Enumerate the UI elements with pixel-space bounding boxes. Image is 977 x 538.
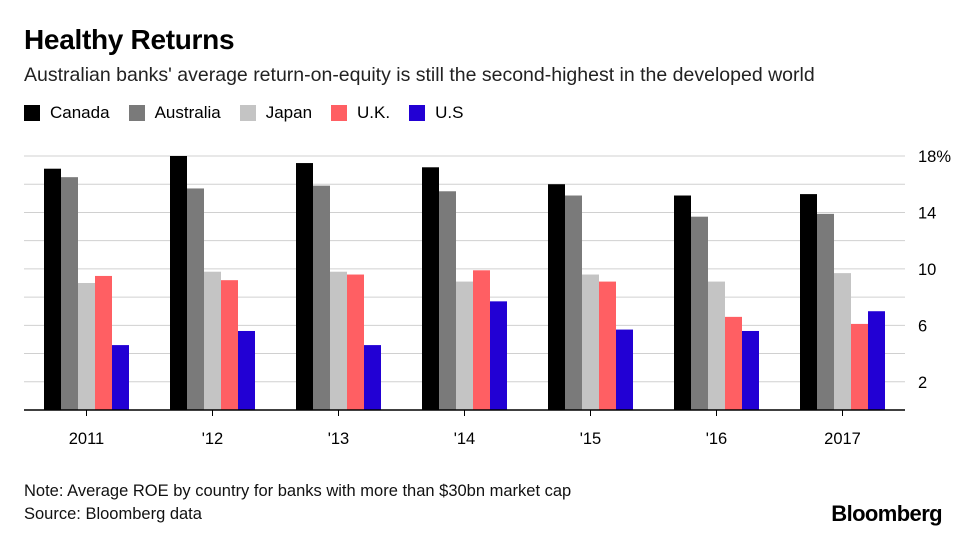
legend-item-2: Japan (239, 103, 313, 123)
bar-2-0 (296, 163, 313, 410)
legend-label-4: U.S (435, 103, 464, 122)
chart-note-block: Note: Average ROE by country for banks w… (24, 480, 571, 526)
bar-0-0 (44, 168, 61, 410)
legend-item-1: Australia (128, 103, 221, 123)
bar-1-4 (238, 330, 255, 410)
bar-6-0 (800, 194, 817, 410)
chart-source: Source: Bloomberg data (24, 505, 202, 523)
bar-0-1 (61, 177, 78, 410)
bar-3-4 (490, 301, 507, 410)
y-tick-label-1: 6 (918, 317, 927, 335)
bar-5-0 (674, 195, 691, 410)
bar-3-0 (422, 167, 439, 410)
x-tick-label-6: 2017 (824, 430, 861, 448)
x-tick-label-5: '16 (706, 430, 728, 448)
bar-0-4 (112, 345, 129, 410)
bar-3-3 (473, 270, 490, 410)
bar-3-2 (456, 281, 473, 410)
bar-0-3 (95, 275, 112, 410)
y-tick-label-0: 2 (918, 374, 927, 392)
x-tick-label-4: '15 (580, 430, 602, 448)
chart-note: Note: Average ROE by country for banks w… (24, 482, 572, 500)
chart-subtitle: Australian banks' average return-on-equi… (24, 64, 815, 86)
bar-1-3 (221, 280, 238, 410)
bar-2-2 (330, 271, 347, 410)
x-tick-label-3: '14 (454, 430, 476, 448)
legend-swatch-1 (128, 105, 145, 121)
legend-item-4: U.S (409, 103, 463, 123)
bar-3-1 (439, 191, 456, 410)
legend-swatch-2 (239, 105, 256, 121)
bar-2-4 (364, 345, 381, 410)
bar-1-1 (187, 188, 204, 410)
legend-label-3: U.K. (357, 103, 391, 122)
bloomberg-logo: Bloomberg (831, 501, 942, 526)
bar-4-4 (616, 329, 633, 410)
bar-4-3 (599, 281, 616, 410)
bar-2-1 (313, 185, 330, 410)
bar-2-3 (347, 274, 364, 410)
bar-0-2 (78, 283, 95, 410)
bar-6-3 (851, 323, 868, 410)
y-tick-label-4: 18% (918, 148, 951, 166)
legend-label-0: Canada (50, 103, 110, 122)
bar-1-0 (170, 156, 187, 410)
y-tick-label-2: 10 (918, 261, 936, 279)
bar-4-1 (565, 195, 582, 410)
legend: Canada Australia Japan U.K. U.S (24, 103, 482, 123)
chart-title: Healthy Returns (24, 24, 235, 55)
x-tick-label-1: '12 (202, 430, 224, 448)
bar-4-2 (582, 274, 599, 410)
y-tick-label-3: 14 (918, 204, 936, 222)
legend-item-3: U.K. (331, 103, 390, 123)
bar-6-4 (868, 311, 885, 410)
legend-swatch-4 (409, 105, 426, 121)
bar-4-0 (548, 184, 565, 410)
x-tick-label-2: '13 (328, 430, 350, 448)
legend-swatch-3 (331, 105, 348, 121)
bar-6-1 (817, 213, 834, 410)
legend-label-2: Japan (265, 103, 313, 122)
x-tick-label-0: 2011 (69, 430, 104, 448)
bar-6-2 (834, 273, 851, 410)
bar-5-2 (708, 281, 725, 410)
legend-swatch-0 (24, 105, 40, 121)
legend-item-0: Canada (24, 103, 110, 123)
bar-5-4 (742, 330, 759, 410)
bar-5-3 (725, 316, 742, 410)
legend-label-1: Australia (154, 103, 221, 122)
bar-1-2 (204, 271, 221, 410)
bar-5-1 (691, 216, 708, 410)
